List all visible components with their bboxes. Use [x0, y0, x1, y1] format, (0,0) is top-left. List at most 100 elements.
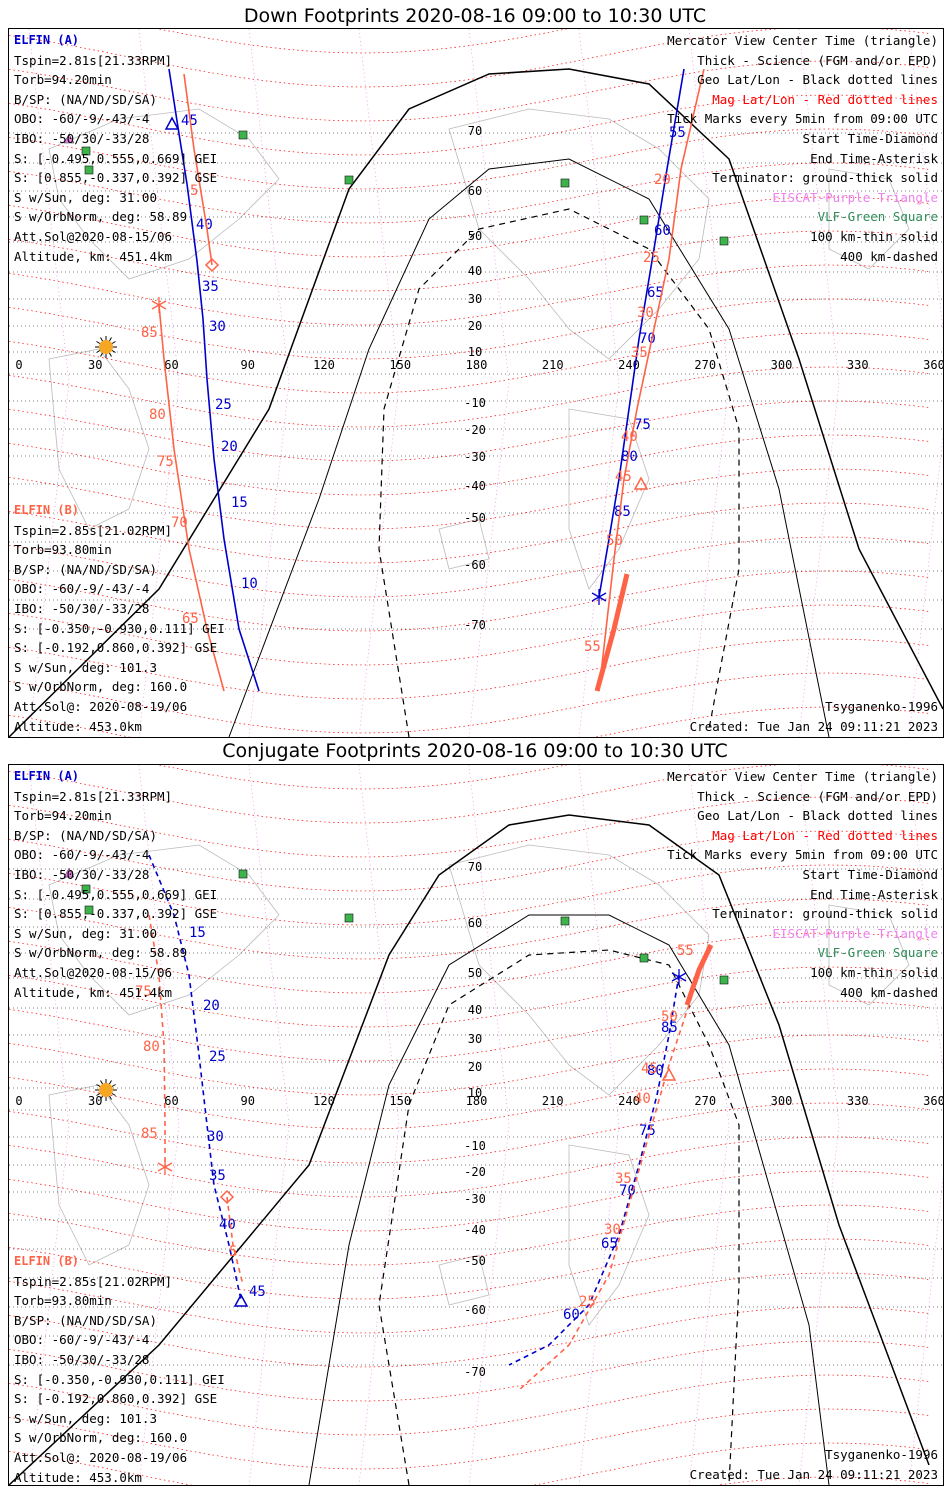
lat-tick-label: 60 — [468, 916, 482, 930]
track-tick-label: 35 — [615, 1171, 632, 1187]
elfin-b-line: S: [-0.192,0.860,0.392] GSE — [14, 1391, 218, 1407]
center-triangle — [633, 476, 649, 490]
coast-outline — [48, 1084, 150, 1266]
track-tick-label: 40 — [219, 1217, 236, 1233]
center-triangle — [233, 1293, 249, 1307]
asterisk-stroke — [591, 592, 607, 602]
mag-meridian — [798, 29, 840, 737]
elfin-a-line: OBO: -60/-9/-43/-4 — [14, 111, 150, 127]
mag-meridian — [248, 765, 290, 1485]
vlf-square — [81, 884, 91, 894]
mag-lat-curve — [9, 638, 930, 700]
vlf-square — [344, 913, 354, 923]
lat-tick-label: 70 — [468, 124, 482, 138]
mag-meridian — [248, 29, 290, 737]
down-footprints-panel: 0 30 60 90 120 150 180 210 240 270 300 330 360 70 60 50… — [8, 28, 944, 738]
track-tick-label: 75 — [135, 984, 152, 1000]
elfin-b-line: S: [-0.192,0.860,0.392] GSE — [14, 640, 218, 656]
mag-lat-curve — [9, 672, 930, 734]
vlf-square — [639, 215, 649, 225]
terminator-ground — [9, 814, 930, 1485]
asterisk-stroke — [671, 972, 687, 982]
track-tick-label: 75 — [634, 417, 651, 433]
lon-tick-label: 0 — [15, 358, 22, 372]
mag-lat-curve — [9, 1306, 930, 1368]
mag-lat-curve — [9, 128, 930, 190]
mag-meridian — [358, 29, 400, 737]
track-tick-label: 85 — [141, 325, 158, 341]
mag-lat-curve — [9, 60, 930, 122]
mag-meridian — [28, 29, 70, 737]
legend-item: EISCAT-Purple Triangle — [772, 925, 938, 941]
mag-meridian — [358, 765, 400, 1485]
lat-tick-label: 10 — [468, 345, 482, 359]
lon-tick-label: 60 — [164, 1094, 178, 1108]
mag-lat-curve — [9, 1068, 930, 1130]
lon-tick-label: 120 — [313, 358, 335, 372]
track-tick-label: 15 — [189, 925, 206, 941]
elfin-a-info: ELFIN (A) Tspin=2.81s[21.33RPM] Torb=94.20… — [14, 767, 217, 1002]
elfin-b-line: Tspin=2.85s[21.02RPM] — [14, 522, 173, 538]
lon-tick-label: 90 — [241, 358, 255, 372]
legend-item: Tick Marks every 5min from 09:00 UTC — [667, 847, 938, 863]
track-tick-label: 25 — [643, 250, 660, 266]
terminator-ground — [9, 68, 943, 737]
legend-item: Terminator: ground-thick solid — [712, 906, 938, 922]
track-tick-label: 60 — [563, 1307, 580, 1323]
center-triangle — [661, 1067, 677, 1081]
model-label: Tsyganenko-1996 — [825, 699, 938, 714]
elfin-b-line: IBO: -50/30/-33/28 — [14, 1351, 150, 1367]
vlf-square — [719, 236, 729, 246]
lat-tick-label: 50 — [468, 229, 482, 243]
mag-lat-curve — [9, 264, 930, 326]
terminator-400km — [378, 208, 740, 737]
track-tick-label: 25 — [579, 1294, 596, 1310]
elfin-a-line: S w/Sun, deg: 31.00 — [14, 925, 157, 941]
lat-tick-label: 10 — [468, 1086, 482, 1100]
legend-item: Geo Lat/Lon - Black dotted lines — [697, 72, 938, 88]
lat-tick-label: 70 — [468, 860, 482, 874]
legend-item: Thick - Science (FGM and/or EPD) — [697, 788, 938, 804]
lon-tick-label: 300 — [771, 358, 793, 372]
elfin-b-line: S: [-0.350,-0.930,0.111] GEI — [14, 620, 225, 636]
elfin-a-line: S: [-0.495,0.555,0.669] GEI — [14, 150, 218, 166]
terminator-100km — [308, 914, 830, 1485]
legend-item: VLF-Green Square — [817, 945, 938, 961]
coast-outline — [448, 108, 710, 360]
elfin-b-line: OBO: -60/-9/-43/-4 — [14, 1332, 150, 1348]
lon-tick-label: 330 — [847, 1094, 869, 1108]
track-tick-label: 55 — [669, 125, 686, 141]
mag-lat-curve — [9, 1136, 930, 1198]
track-tick-label: 30 — [637, 305, 654, 321]
elfin-a-line: Torb=94.20min — [14, 808, 112, 824]
vlf-square — [238, 869, 248, 879]
lon-tick-label: 90 — [241, 1094, 255, 1108]
legend-item: 100 km-thin solid — [810, 228, 938, 244]
lat-tick-label: -70 — [464, 618, 486, 632]
elfin-a-track-2 — [598, 68, 685, 598]
lon-tick-label: 30 — [88, 1094, 102, 1108]
mag-lat-curve — [9, 604, 930, 666]
lat-tick-label: 60 — [468, 184, 482, 198]
lat-tick-label: 40 — [468, 1003, 482, 1017]
mag-meridian — [578, 765, 620, 1485]
mag-meridian — [468, 765, 510, 1485]
mag-lat-curve — [9, 570, 930, 632]
mag-lat-curve — [9, 1272, 930, 1334]
track-tick-label: 65 — [182, 611, 199, 627]
lon-tick-label: 150 — [389, 1094, 411, 1108]
legend-item: Mercator View Center Time (triangle) — [667, 769, 938, 784]
mag-meridian — [28, 765, 70, 1485]
mag-lat-curve — [9, 468, 930, 530]
vlf-square — [560, 916, 570, 926]
mag-lat-curve — [9, 502, 930, 564]
lat-tick-label: -30 — [464, 1192, 486, 1206]
sun-icon — [95, 336, 117, 358]
lat-tick-label: -60 — [464, 1303, 486, 1317]
mag-lat-curve — [9, 830, 930, 892]
mag-lat-curve — [9, 298, 930, 360]
mag-lat-curve — [9, 366, 930, 428]
elfin-b-info: ELFIN (B) Tspin=2.85s[21.02RPM] Torb=93.80… — [14, 1252, 225, 1485]
elfin-a-line: Tspin=2.81s[21.33RPM] — [14, 52, 173, 68]
mag-meridian — [138, 765, 180, 1485]
